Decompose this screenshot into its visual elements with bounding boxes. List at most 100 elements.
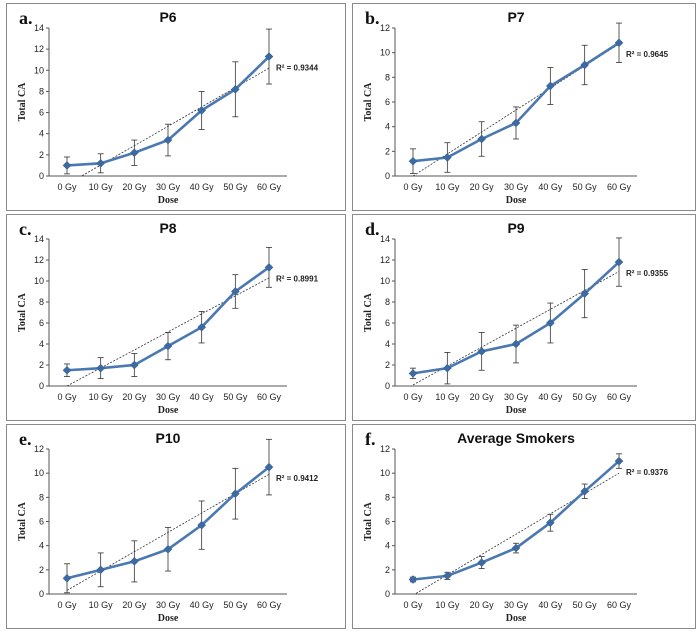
chart-title: P7: [507, 9, 524, 25]
y-axis-label: Total CA: [363, 82, 374, 122]
data-point: [408, 156, 418, 166]
panel-p9: d. P9 0 2 4 6 8 10 12 14 0 Gy 10 Gy 20 Gy 30 Gy 40 Gy 5…: [352, 214, 696, 421]
data-point: [62, 573, 72, 583]
x-tick-label: 0 Gy: [57, 392, 77, 402]
data-point: [545, 81, 555, 91]
y-axis-label: Total CA: [363, 292, 374, 332]
panel-p8: c. P8 0 2 4 6 8 10 12 14 0 Gy 10 Gy 20 Gy 30 Gy 40 Gy 5…: [6, 214, 346, 421]
r-squared-label: R² = 0.8991: [276, 274, 319, 283]
y-axis-label: Total CA: [17, 292, 28, 332]
data-point: [545, 318, 555, 328]
y-tick-label: 4: [39, 129, 44, 139]
y-axis-label: Total CA: [363, 501, 374, 541]
data-point: [197, 520, 207, 530]
y-tick-label: 6: [385, 517, 390, 527]
x-tick-label: 30 Gy: [504, 182, 529, 192]
data-point: [511, 118, 521, 128]
data-point: [442, 363, 452, 373]
x-tick-label: 40 Gy: [538, 182, 563, 192]
data-point: [129, 148, 139, 158]
x-tick-label: 20 Gy: [122, 182, 147, 192]
y-tick-label: 12: [380, 255, 390, 265]
panel-label: f.: [365, 429, 376, 449]
x-tick-label: 20 Gy: [470, 182, 495, 192]
x-tick-label: 10 Gy: [435, 392, 460, 402]
data-point: [545, 518, 555, 528]
y-tick-label: 12: [34, 444, 44, 454]
y-tick-label: 4: [39, 339, 44, 349]
y-tick-label: 8: [385, 72, 390, 82]
y-tick-label: 10: [34, 276, 44, 286]
x-tick-label: 50 Gy: [223, 600, 248, 610]
chart-p8: c. P8 0 2 4 6 8 10 12 14 0 Gy 10 Gy 20 Gy 30 Gy 40 Gy 5…: [17, 219, 319, 416]
x-tick-label: 50 Gy: [573, 182, 598, 192]
data-point: [442, 571, 452, 581]
y-tick-label: 14: [34, 23, 44, 33]
data-point: [163, 544, 173, 554]
r-squared-label: R² = 0.9645: [626, 50, 669, 59]
panel-label: b.: [365, 8, 380, 28]
y-tick-label: 4: [39, 541, 44, 551]
trendline: [66, 277, 270, 386]
y-tick-label: 12: [34, 44, 44, 54]
x-tick-label: 50 Gy: [573, 392, 598, 402]
y-tick-label: 6: [39, 318, 44, 328]
x-tick-label: 60 Gy: [257, 182, 282, 192]
panel-p10: e. P10 0 2 4 6 8 10 12 0 Gy 10 Gy 20 Gy 30 Gy 40 Gy 50…: [6, 424, 346, 629]
chart-p6: a. P6 0 2 4 6 8 10 12 14 0 Gy 10 Gy 20 Gy 30 Gy 40 Gy 5…: [17, 8, 319, 206]
y-tick-label: 6: [385, 97, 390, 107]
x-tick-label: 10 Gy: [435, 600, 460, 610]
y-tick-label: 0: [39, 171, 44, 181]
r-squared-label: R² = 0.9376: [626, 468, 669, 477]
y-tick-label: 2: [39, 565, 44, 575]
y-tick-label: 8: [385, 297, 390, 307]
data-point: [197, 106, 207, 115]
data-point: [264, 462, 274, 472]
x-tick-label: 40 Gy: [190, 600, 215, 610]
x-tick-label: 60 Gy: [257, 600, 282, 610]
y-tick-label: 6: [39, 108, 44, 118]
panel-label: d.: [365, 219, 380, 239]
data-point: [62, 161, 72, 170]
x-tick-label: 30 Gy: [156, 600, 181, 610]
x-tick-label: 10 Gy: [89, 600, 114, 610]
y-tick-label: 2: [385, 565, 390, 575]
y-tick-label: 2: [385, 146, 390, 156]
x-axis-label: Dose: [506, 195, 527, 206]
y-axis-label: Total CA: [17, 82, 28, 122]
data-point: [163, 135, 173, 145]
data-point: [477, 134, 487, 144]
x-tick-label: 0 Gy: [57, 600, 77, 610]
x-tick-label: 40 Gy: [190, 392, 215, 402]
data-point: [442, 153, 452, 162]
data-point: [614, 38, 624, 48]
data-point: [96, 565, 106, 575]
x-tick-label: 0 Gy: [403, 392, 423, 402]
y-tick-label: 8: [39, 297, 44, 307]
data-point: [230, 84, 240, 94]
y-tick-label: 2: [385, 360, 390, 370]
data-point: [230, 489, 240, 499]
series-line: [412, 460, 620, 581]
y-tick-label: 4: [385, 541, 390, 551]
x-tick-label: 60 Gy: [607, 600, 632, 610]
data-point: [129, 360, 139, 370]
chart-average-smokers: f. Average Smokers 0 2 4 6 8 10 12 0 Gy 10 Gy 20 Gy…: [363, 429, 669, 624]
chart-title: P8: [159, 220, 176, 236]
data-point: [163, 341, 173, 351]
chart-title: P9: [507, 220, 524, 236]
x-tick-label: 60 Gy: [257, 392, 282, 402]
chart-p10: e. P10 0 2 4 6 8 10 12 0 Gy 10 Gy 20 Gy 30 Gy 40 Gy 50…: [17, 429, 319, 624]
panel-average-smokers: f. Average Smokers 0 2 4 6 8 10 12 0 Gy 10 Gy 20 Gy…: [352, 424, 696, 629]
panel-label: c.: [19, 219, 32, 239]
data-point: [129, 557, 139, 566]
x-tick-label: 20 Gy: [122, 600, 147, 610]
data-point: [511, 339, 521, 349]
x-tick-label: 20 Gy: [470, 600, 495, 610]
x-axis-label: Dose: [158, 195, 179, 206]
data-point: [62, 365, 72, 375]
y-tick-label: 0: [39, 381, 44, 391]
y-tick-label: 12: [34, 255, 44, 265]
chart-title: P10: [156, 430, 181, 446]
